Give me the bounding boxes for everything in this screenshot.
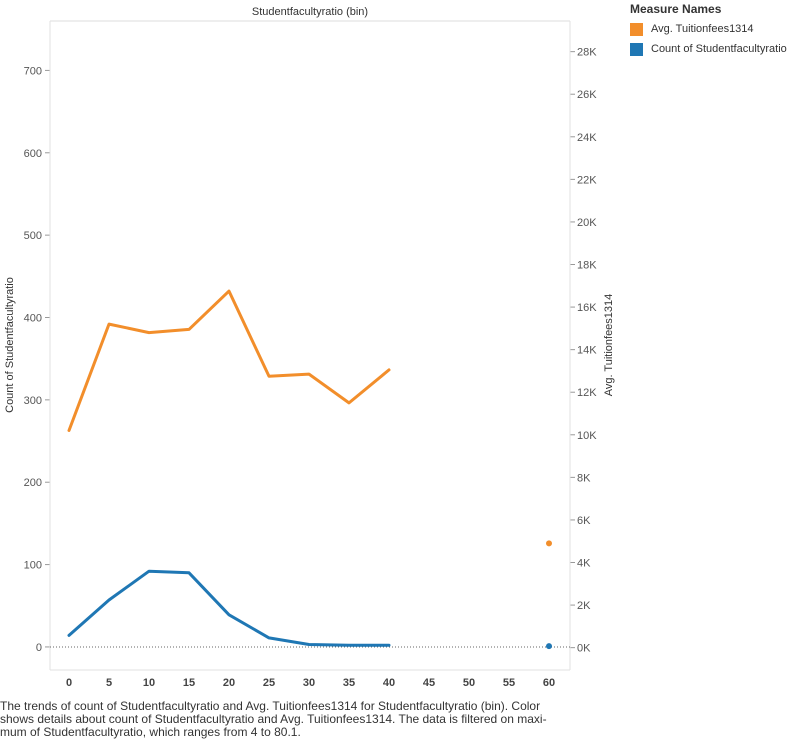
right-tick-label: 4K: [577, 558, 591, 570]
right-tick-label: 8K: [577, 472, 591, 484]
right-tick-label: 2K: [577, 600, 591, 612]
x-axis: 0 5 10 15 20 25 30 35 40 45 50 55 60: [66, 677, 555, 689]
left-tick-label: 200: [24, 477, 42, 489]
legend: Measure Names Avg. Tuitionfees1314 Count…: [630, 2, 787, 59]
left-tick-label: 100: [24, 560, 42, 572]
right-tick-label: 22K: [577, 174, 597, 186]
right-tick-label: 10K: [577, 430, 597, 442]
x-tick-label: 60: [543, 677, 555, 689]
right-axis: 0K 2K 4K 6K 8K 10K 12K 14K 16K 18K 20K 22K 24K 26K 28K: [570, 47, 597, 655]
x-tick-label: 35: [343, 677, 355, 689]
x-tick-label: 50: [463, 677, 475, 689]
left-tick-label: 700: [24, 65, 42, 77]
left-tick-label: 400: [24, 312, 42, 324]
right-axis-title: Avg. Tuitionfees1314: [603, 294, 615, 397]
series-point-count: [546, 643, 552, 650]
legend-item-tuition[interactable]: Avg. Tuitionfees1314: [630, 19, 787, 39]
right-tick-label: 16K: [577, 302, 597, 314]
x-tick-label: 10: [143, 677, 155, 689]
x-tick-label: 45: [423, 677, 435, 689]
legend-swatch-count: [630, 42, 643, 56]
right-tick-label: 6K: [577, 515, 591, 527]
series-layer: [67, 289, 552, 650]
left-tick-label: 500: [24, 230, 42, 242]
right-tick-label: 20K: [577, 217, 597, 229]
x-tick-label: 55: [503, 677, 515, 689]
dual-axis-line-chart: Studentfacultyratio (bin) Count of Stude…: [4, 6, 615, 689]
left-tick-label: 0: [36, 642, 42, 654]
legend-title: Measure Names: [630, 2, 722, 16]
legend-label-tuition: Avg. Tuitionfees1314: [651, 23, 754, 35]
x-tick-label: 0: [66, 677, 72, 689]
legend-label-count: Count of Studentfacultyratio: [651, 43, 787, 55]
x-tick-label: 30: [303, 677, 315, 689]
x-tick-label: 20: [223, 677, 235, 689]
series-line-tuition: [67, 289, 391, 432]
left-axis-title: Count of Studentfacultyratio: [4, 277, 16, 413]
chart-caption: The trends of count of Studentfacultyrat…: [0, 699, 547, 739]
legend-item-count[interactable]: Count of Studentfacultyratio: [630, 39, 787, 59]
right-tick-label: 18K: [577, 260, 597, 272]
left-tick-label: 300: [24, 395, 42, 407]
right-tick-label: 26K: [577, 89, 597, 101]
right-tick-label: 0K: [577, 643, 591, 655]
x-tick-label: 15: [183, 677, 195, 689]
right-tick-label: 14K: [577, 345, 597, 357]
right-tick-label: 24K: [577, 132, 597, 144]
chart-title: Studentfacultyratio (bin): [252, 6, 368, 18]
left-tick-label: 600: [24, 148, 42, 160]
left-axis: 0 100 200 300 400 500 600 700: [24, 65, 50, 654]
series-point-tuition: [546, 540, 552, 547]
legend-swatch-tuition: [630, 22, 643, 36]
x-tick-label: 25: [263, 677, 275, 689]
right-tick-label: 28K: [577, 47, 597, 59]
x-tick-label: 5: [106, 677, 112, 689]
right-tick-label: 12K: [577, 387, 597, 399]
plot-frame: [49, 21, 571, 671]
series-line-count: [67, 569, 391, 647]
x-tick-label: 40: [383, 677, 395, 689]
